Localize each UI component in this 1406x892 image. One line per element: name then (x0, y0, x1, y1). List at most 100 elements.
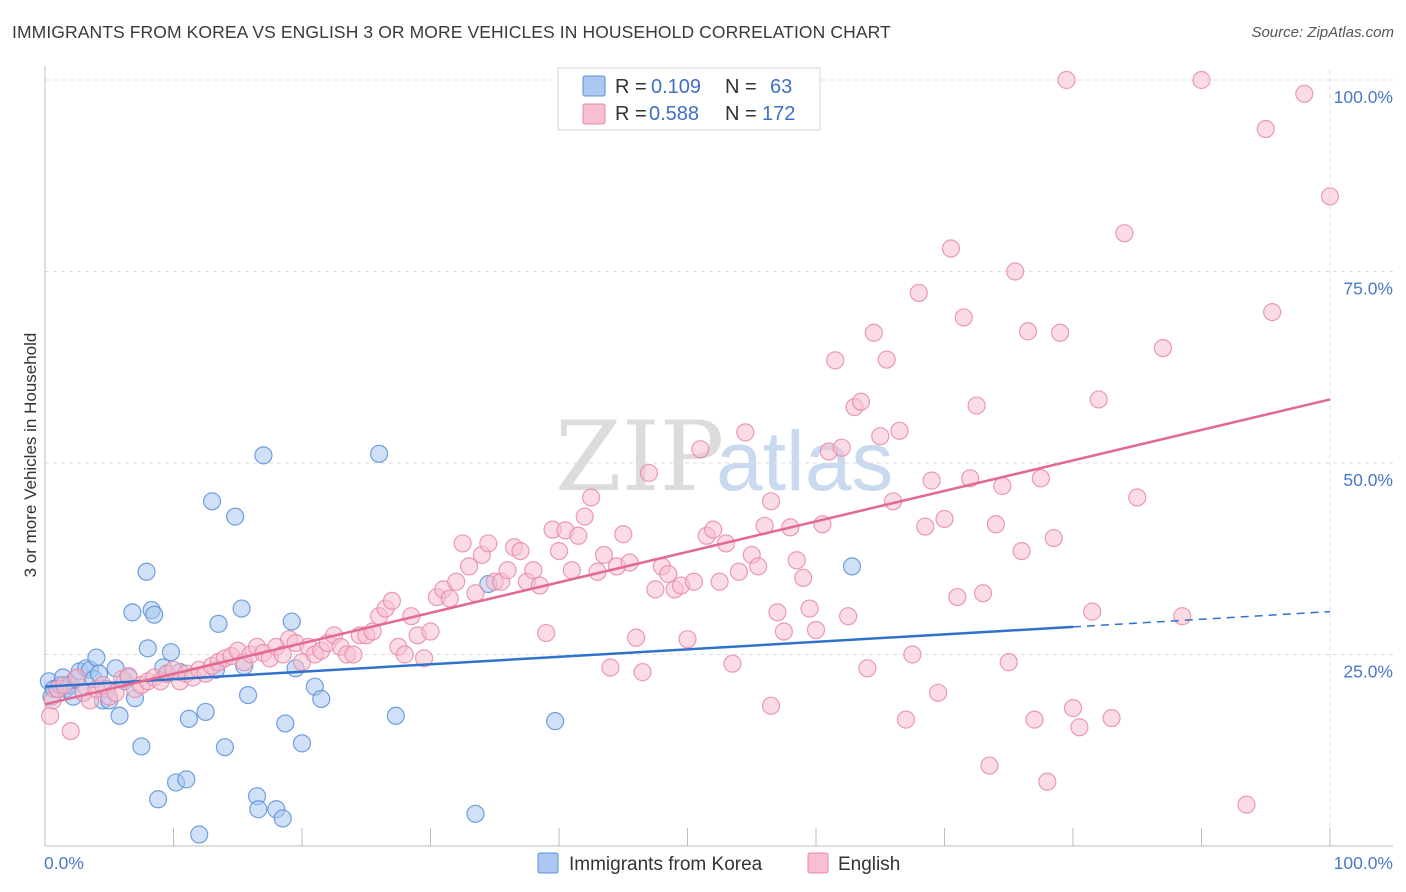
english-point (909, 283, 928, 303)
english-point (1038, 772, 1057, 791)
english-point (453, 534, 472, 553)
english-point (626, 628, 646, 647)
correlation-legend: R = 0.109 N = 63 R = 0.588 N = 172 (557, 67, 821, 131)
english-point (1006, 262, 1025, 281)
english-point (723, 654, 742, 673)
english-point (511, 541, 530, 561)
english-point (1051, 323, 1070, 342)
korea-point (132, 737, 151, 756)
english-point (620, 553, 639, 572)
korea-point (148, 790, 168, 809)
english-point (479, 534, 498, 553)
english-point (459, 557, 479, 576)
legend-n-label-korea: N = (725, 76, 757, 98)
english-trend-line (44, 398, 1331, 706)
korea-point (546, 712, 565, 731)
english-point (973, 584, 993, 603)
english-point (993, 476, 1012, 496)
english-point (1070, 718, 1089, 737)
english-point (447, 572, 466, 591)
english-point (498, 561, 517, 580)
english-point (537, 623, 556, 643)
english-point (729, 562, 749, 581)
korea-point (87, 648, 106, 667)
english-point (768, 603, 787, 622)
english-point (1256, 119, 1275, 139)
english-point (684, 572, 704, 591)
english-point (761, 492, 781, 511)
legend-r-label-english: R = (615, 103, 647, 125)
korea-trend-extension (1072, 610, 1331, 628)
source-credit: Source: ZipAtlas.com (1251, 24, 1394, 41)
english-point (466, 584, 485, 603)
english-point (582, 488, 601, 507)
english-point (440, 589, 459, 608)
english-point (877, 350, 896, 369)
korea-point (209, 614, 228, 633)
korea-point (202, 492, 222, 511)
korea-point (312, 689, 331, 709)
english-point (941, 239, 961, 258)
english-point (935, 509, 954, 529)
english-point (761, 696, 781, 715)
english-point (639, 463, 659, 483)
english-point (1192, 70, 1211, 90)
x-tick-label: 0.0% (44, 853, 84, 873)
y-axis-label: 3 or more Vehicles in Household (21, 333, 40, 578)
english-point (980, 756, 999, 775)
english-point (832, 438, 851, 457)
english-point (1237, 795, 1256, 814)
english-point (601, 658, 620, 677)
english-point (826, 351, 845, 370)
english-point (1295, 84, 1314, 103)
korea-point (238, 685, 258, 705)
korea-point (249, 800, 268, 819)
legend-r-value-korea: 0.109 (651, 76, 701, 98)
english-point (1018, 322, 1038, 341)
x-tick-label: 100.0% (1334, 853, 1393, 873)
korea-point (137, 562, 156, 581)
english-point (524, 561, 543, 580)
chart-title: IMMIGRANTS FROM KOREA VS ENGLISH 3 OR MO… (12, 22, 891, 42)
korea-point (466, 804, 485, 823)
english-point (1083, 602, 1102, 621)
english-point (1115, 224, 1134, 243)
english-point (903, 645, 922, 664)
series-legend: Immigrants from Korea English (537, 852, 900, 875)
english-point (1320, 187, 1340, 206)
english-point (954, 308, 973, 327)
korea-point (161, 643, 181, 662)
english-point (999, 653, 1018, 672)
english-point (1173, 607, 1192, 626)
korea-trend-line (44, 625, 1074, 688)
english-point (633, 663, 652, 682)
legend-n-value-korea: 63 (770, 76, 792, 98)
english-point (1063, 699, 1083, 718)
english-point (569, 526, 588, 545)
english-point (794, 568, 813, 588)
english-point (806, 620, 826, 640)
english-point (800, 599, 819, 618)
korea-point (145, 605, 164, 624)
english-point (421, 622, 440, 641)
english-point (967, 396, 986, 415)
english-point (41, 706, 60, 725)
english-point (928, 683, 948, 702)
english-point (1102, 708, 1121, 728)
bottom-legend-swatch-english (807, 852, 829, 874)
bottom-legend-swatch-korea (537, 852, 559, 874)
english-point (1044, 528, 1063, 548)
english-point (896, 710, 916, 729)
english-point (774, 622, 793, 641)
korea-point (177, 770, 196, 789)
english-point (1012, 541, 1031, 561)
english-point (395, 645, 414, 664)
korea-point (138, 639, 157, 658)
korea-point (232, 599, 251, 618)
english-point (858, 659, 877, 678)
english-point (916, 517, 935, 536)
korea-point (254, 446, 273, 465)
legend-swatch-korea (582, 75, 606, 97)
korea-point (842, 557, 862, 576)
english-point (864, 323, 883, 342)
